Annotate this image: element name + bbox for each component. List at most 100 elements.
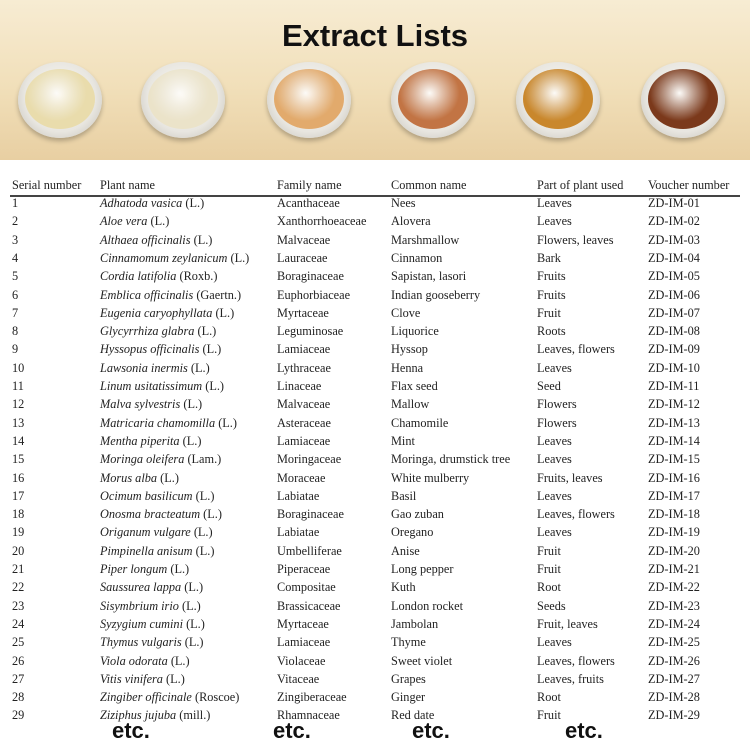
powder-sample bbox=[648, 69, 718, 129]
species-name: Mentha piperita bbox=[100, 433, 180, 448]
common-name: White mulberry bbox=[391, 470, 470, 485]
voucher-number: ZD-IM-02 bbox=[648, 214, 700, 229]
column-header: Plant name bbox=[100, 178, 155, 192]
voucher-number: ZD-IM-20 bbox=[648, 543, 700, 558]
serial-number: 24 bbox=[12, 616, 25, 631]
species-name: Vitis vinifera bbox=[100, 671, 163, 686]
plant-name: Lawsonia inermis (L.) bbox=[100, 361, 210, 376]
family-name: Labiatae bbox=[277, 525, 320, 540]
species-name: Ocimum basilicum bbox=[100, 488, 193, 503]
table-row: 19 Origanum vulgare (L.) Labiatae Oregano Le… bbox=[0, 525, 750, 543]
voucher-number: ZD-IM-14 bbox=[648, 433, 700, 448]
authority: (L.) bbox=[218, 415, 237, 430]
common-name: Sapistan, lasori bbox=[391, 269, 467, 284]
common-name: Alovera bbox=[391, 214, 431, 229]
voucher-number: ZD-IM-05 bbox=[648, 269, 700, 284]
common-name: Henna bbox=[391, 360, 424, 375]
table-row: 27 Vitis vinifera (L.) Vitaceae Grapes Leave… bbox=[0, 672, 750, 690]
voucher-number: ZD-IM-01 bbox=[648, 196, 700, 210]
voucher-number: ZD-IM-18 bbox=[648, 507, 700, 522]
authority: (Lam.) bbox=[187, 452, 222, 467]
serial-number: 1 bbox=[12, 196, 19, 210]
authority: (L.) bbox=[197, 324, 217, 339]
plant-part: Flowers bbox=[537, 397, 577, 412]
plant-name: Aloe vera (L.) bbox=[100, 214, 169, 229]
family-name: Lauraceae bbox=[277, 250, 328, 265]
column-header: Part of plant used bbox=[537, 178, 624, 192]
common-name: Liquorice bbox=[391, 324, 439, 339]
plant-name: Vitis vinifera (L.) bbox=[100, 672, 185, 687]
authority: (L.) bbox=[184, 635, 204, 650]
powder-sample bbox=[25, 69, 95, 129]
serial-number: 3 bbox=[12, 232, 19, 247]
authority: (mill.) bbox=[179, 708, 211, 723]
serial-number: 26 bbox=[12, 653, 25, 668]
serial-number: 20 bbox=[12, 543, 25, 558]
authority: (L.) bbox=[193, 232, 213, 247]
serial-number: 4 bbox=[12, 250, 19, 265]
family-name: Moraceae bbox=[277, 470, 326, 485]
species-name: Pimpinella anisum bbox=[100, 543, 193, 558]
authority: (Roxb.) bbox=[179, 269, 218, 284]
powder-sample bbox=[398, 69, 468, 129]
plant-name: Syzygium cumini (L.) bbox=[100, 617, 205, 632]
serial-number: 23 bbox=[12, 598, 25, 613]
family-name: Lythraceae bbox=[277, 360, 331, 375]
common-name: Mint bbox=[391, 433, 415, 448]
authority: (L.) bbox=[182, 598, 201, 613]
serial-number: 2 bbox=[12, 214, 19, 229]
plant-part: Flowers bbox=[537, 415, 577, 430]
species-name: Glycyrrhiza glabra bbox=[100, 324, 195, 339]
table-row: 7 Eugenia caryophyllata (L.) Myrtaceae Clov… bbox=[0, 306, 750, 324]
authority: (L.) bbox=[193, 525, 213, 540]
voucher-number: ZD-IM-28 bbox=[648, 690, 700, 705]
plant-name: Glycyrrhiza glabra (L.) bbox=[100, 324, 216, 339]
common-name: Flax seed bbox=[391, 379, 438, 393]
voucher-number: ZD-IM-23 bbox=[648, 598, 700, 613]
authority: (L.) bbox=[195, 543, 215, 558]
etc-label: etc. bbox=[412, 718, 450, 743]
species-name: Viola odorata bbox=[100, 653, 168, 668]
plant-name: Onosma bracteatum (L.) bbox=[100, 507, 222, 522]
common-name: Long pepper bbox=[391, 562, 454, 576]
plant-part: Leaves bbox=[537, 360, 572, 375]
authority: (L.) bbox=[166, 671, 185, 686]
plant-name: Cinnamomum zeylanicum (L.) bbox=[100, 251, 249, 266]
plant-name: Saussurea lappa (L.) bbox=[100, 580, 203, 595]
authority: (L.) bbox=[160, 470, 179, 485]
plant-name: Cordia latifolia (Roxb.) bbox=[100, 269, 217, 284]
family-name: Piperaceae bbox=[277, 562, 331, 576]
species-name: Eugenia caryophyllata bbox=[100, 305, 213, 320]
plant-part: Roots bbox=[537, 324, 566, 339]
authority: (L.) bbox=[186, 616, 205, 631]
extract-dish-2 bbox=[141, 62, 225, 138]
voucher-number: ZD-IM-16 bbox=[648, 470, 700, 485]
serial-number: 12 bbox=[12, 397, 25, 412]
family-name: Rhamnaceae bbox=[277, 708, 340, 723]
table-row: 5 Cordia latifolia (Roxb.) Boraginaceae Sap… bbox=[0, 269, 750, 287]
plant-name: Hyssopus officinalis (L.) bbox=[100, 342, 221, 357]
common-name: Gao zuban bbox=[391, 507, 444, 522]
serial-number: 25 bbox=[12, 635, 25, 650]
family-name: Boraginaceae bbox=[277, 507, 344, 522]
species-name: Cordia latifolia bbox=[100, 269, 177, 284]
etc-label: etc. bbox=[565, 718, 603, 743]
plant-name: Mentha piperita (L.) bbox=[100, 434, 201, 449]
authority: (L.) bbox=[195, 488, 215, 503]
serial-number: 6 bbox=[12, 287, 19, 302]
plant-name: Morus alba (L.) bbox=[100, 471, 179, 486]
plant-part: Leaves bbox=[537, 452, 572, 467]
voucher-number: ZD-IM-09 bbox=[648, 342, 700, 357]
extract-dish-1 bbox=[18, 62, 102, 138]
plant-part: Fruit bbox=[537, 562, 561, 576]
table-row: 12 Malva sylvestris (L.) Malvaceae Mallow Fl… bbox=[0, 397, 750, 415]
family-name: Umbelliferae bbox=[277, 543, 342, 558]
species-name: Syzygium cumini bbox=[100, 616, 183, 631]
serial-number: 19 bbox=[12, 525, 25, 540]
voucher-number: ZD-IM-12 bbox=[648, 397, 700, 412]
plant-name: Pimpinella anisum (L.) bbox=[100, 544, 214, 559]
common-name: Basil bbox=[391, 488, 417, 503]
common-name: Red date bbox=[391, 708, 435, 723]
table-header: Serial number Plant name Family name Common… bbox=[0, 178, 750, 196]
plant-part: Leaves bbox=[537, 488, 572, 503]
